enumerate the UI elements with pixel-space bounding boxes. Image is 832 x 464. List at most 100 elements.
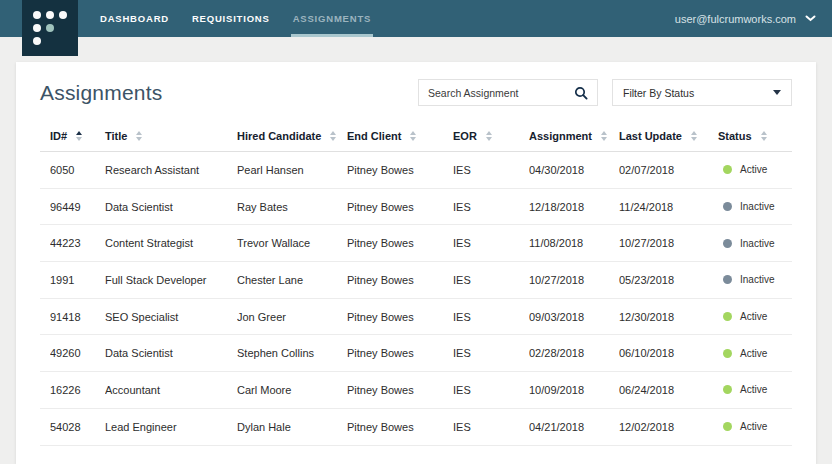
cell-id: 1991 (50, 274, 105, 286)
table-header-row: ID# TitleHired Candidate End ClientEOR Assi… (40, 121, 792, 152)
main-nav: DASHBOARD REQUISITIONS ASSIGNMENTS (100, 0, 371, 37)
filter-label: Filter By Status (623, 87, 694, 99)
search-input[interactable] (428, 87, 574, 99)
table-row[interactable]: 49260Data ScientistStephen CollinsPitney… (40, 335, 792, 372)
cell-title: Data Scientist (105, 347, 237, 359)
caret-down-icon (773, 90, 781, 95)
sort-icon[interactable] (761, 131, 767, 141)
column-header-id-[interactable]: ID# (50, 130, 105, 142)
column-label: ID# (50, 130, 67, 142)
nav-item-assignments[interactable]: ASSIGNMENTS (293, 0, 371, 37)
status-label: Active (740, 164, 767, 175)
cell-last-update: 11/24/2018 (619, 201, 718, 213)
table-row[interactable]: 16226AccountantCarl MoorePitney BowesIES… (40, 372, 792, 409)
table-row[interactable]: 54028Lead EngineerDylan HalePitney Bowes… (40, 409, 792, 446)
sort-icon[interactable] (601, 131, 607, 141)
status-cell: Active (718, 348, 792, 359)
column-label: Hired Candidate (237, 130, 321, 142)
table-body: 6050Research AssistantPearl HansenPitney… (40, 152, 792, 446)
sort-icon[interactable] (691, 131, 697, 141)
cell-assignment: 10/27/2018 (529, 274, 619, 286)
cell-last-update: 05/23/2018 (619, 274, 718, 286)
table-row[interactable]: 96449Data ScientistRay BatesPitney Bowes… (40, 189, 792, 226)
status-label: Active (740, 311, 767, 322)
cell-assignment: 09/03/2018 (529, 311, 619, 323)
cell-hired-candidate: Trevor Wallace (237, 237, 347, 249)
cell-assignment: 11/08/2018 (529, 237, 619, 249)
cell-eor: IES (453, 274, 529, 286)
user-menu[interactable]: user@fulcrumworks.com (675, 0, 816, 37)
page-title: Assignments (40, 81, 162, 105)
column-label: Assignment (529, 130, 592, 142)
table-row[interactable]: 6050Research AssistantPearl HansenPitney… (40, 152, 792, 189)
column-header-status[interactable]: Status (718, 130, 792, 142)
status-label: Active (740, 348, 767, 359)
column-label: EOR (453, 130, 477, 142)
user-email: user@fulcrumworks.com (675, 13, 796, 25)
column-label: Last Update (619, 130, 682, 142)
status-cell: Active (718, 311, 792, 322)
logo-dot (59, 11, 67, 19)
assignments-panel: Assignments Filter By Status ID# TitleHir… (16, 62, 816, 464)
table-row[interactable]: 44223Content StrategistTrevor WallacePit… (40, 225, 792, 262)
cell-end-client: Pitney Bowes (347, 164, 453, 176)
cell-title: Research Assistant (105, 164, 237, 176)
cell-title: Accountant (105, 384, 237, 396)
cell-id: 91418 (50, 311, 105, 323)
cell-title: Content Strategist (105, 237, 237, 249)
fulcrum-dots-logo[interactable] (22, 0, 78, 56)
sort-icon[interactable] (486, 131, 492, 141)
cell-end-client: Pitney Bowes (347, 237, 453, 249)
cell-title: SEO Specialist (105, 311, 237, 323)
status-dot-icon (723, 275, 732, 284)
logo-dot (33, 37, 41, 45)
column-header-hired-candidate[interactable]: Hired Candidate (237, 130, 347, 142)
status-dot-icon (723, 239, 732, 248)
cell-last-update: 06/10/2018 (619, 347, 718, 359)
cell-eor: IES (453, 164, 529, 176)
sort-icon[interactable] (330, 131, 336, 141)
search-box (418, 79, 598, 106)
column-header-title[interactable]: Title (105, 130, 237, 142)
column-header-eor[interactable]: EOR (453, 130, 529, 142)
status-dot-icon (723, 349, 732, 358)
status-label: Inactive (740, 274, 774, 285)
cell-assignment: 04/30/2018 (529, 164, 619, 176)
sort-icon[interactable] (76, 131, 82, 141)
cell-eor: IES (453, 237, 529, 249)
status-cell: Inactive (718, 201, 792, 212)
column-header-end-client[interactable]: End Client (347, 130, 453, 142)
status-cell: Inactive (718, 238, 792, 249)
sort-icon[interactable] (136, 131, 142, 141)
cell-hired-candidate: Dylan Hale (237, 421, 347, 433)
cell-eor: IES (453, 384, 529, 396)
nav-item-dashboard[interactable]: DASHBOARD (100, 0, 169, 37)
cell-title: Lead Engineer (105, 421, 237, 433)
table-row[interactable]: 91418SEO SpecialistJon GreerPitney Bowes… (40, 299, 792, 336)
status-dot-icon (723, 312, 732, 321)
logo-dot (33, 24, 41, 32)
filter-by-status-dropdown[interactable]: Filter By Status (612, 79, 792, 106)
cell-hired-candidate: Chester Lane (237, 274, 347, 286)
status-label: Inactive (740, 238, 774, 249)
cell-end-client: Pitney Bowes (347, 274, 453, 286)
cell-hired-candidate: Jon Greer (237, 311, 347, 323)
status-label: Active (740, 384, 767, 395)
table-row[interactable]: 1991Full Stack DeveloperChester LanePitn… (40, 262, 792, 299)
column-header-assignment[interactable]: Assignment (529, 130, 619, 142)
status-dot-icon (723, 385, 732, 394)
nav-item-requisitions[interactable]: REQUISITIONS (192, 0, 270, 37)
cell-eor: IES (453, 201, 529, 213)
cell-last-update: 02/07/2018 (619, 164, 718, 176)
search-icon[interactable] (574, 86, 588, 100)
cell-eor: IES (453, 421, 529, 433)
column-header-last-update[interactable]: Last Update (619, 130, 718, 142)
chevron-down-icon (805, 15, 816, 22)
cell-id: 6050 (50, 164, 105, 176)
cell-end-client: Pitney Bowes (347, 347, 453, 359)
sort-icon[interactable] (410, 131, 416, 141)
cell-hired-candidate: Pearl Hansen (237, 164, 347, 176)
logo-dot (46, 11, 54, 19)
cell-assignment: 12/18/2018 (529, 201, 619, 213)
cell-hired-candidate: Ray Bates (237, 201, 347, 213)
